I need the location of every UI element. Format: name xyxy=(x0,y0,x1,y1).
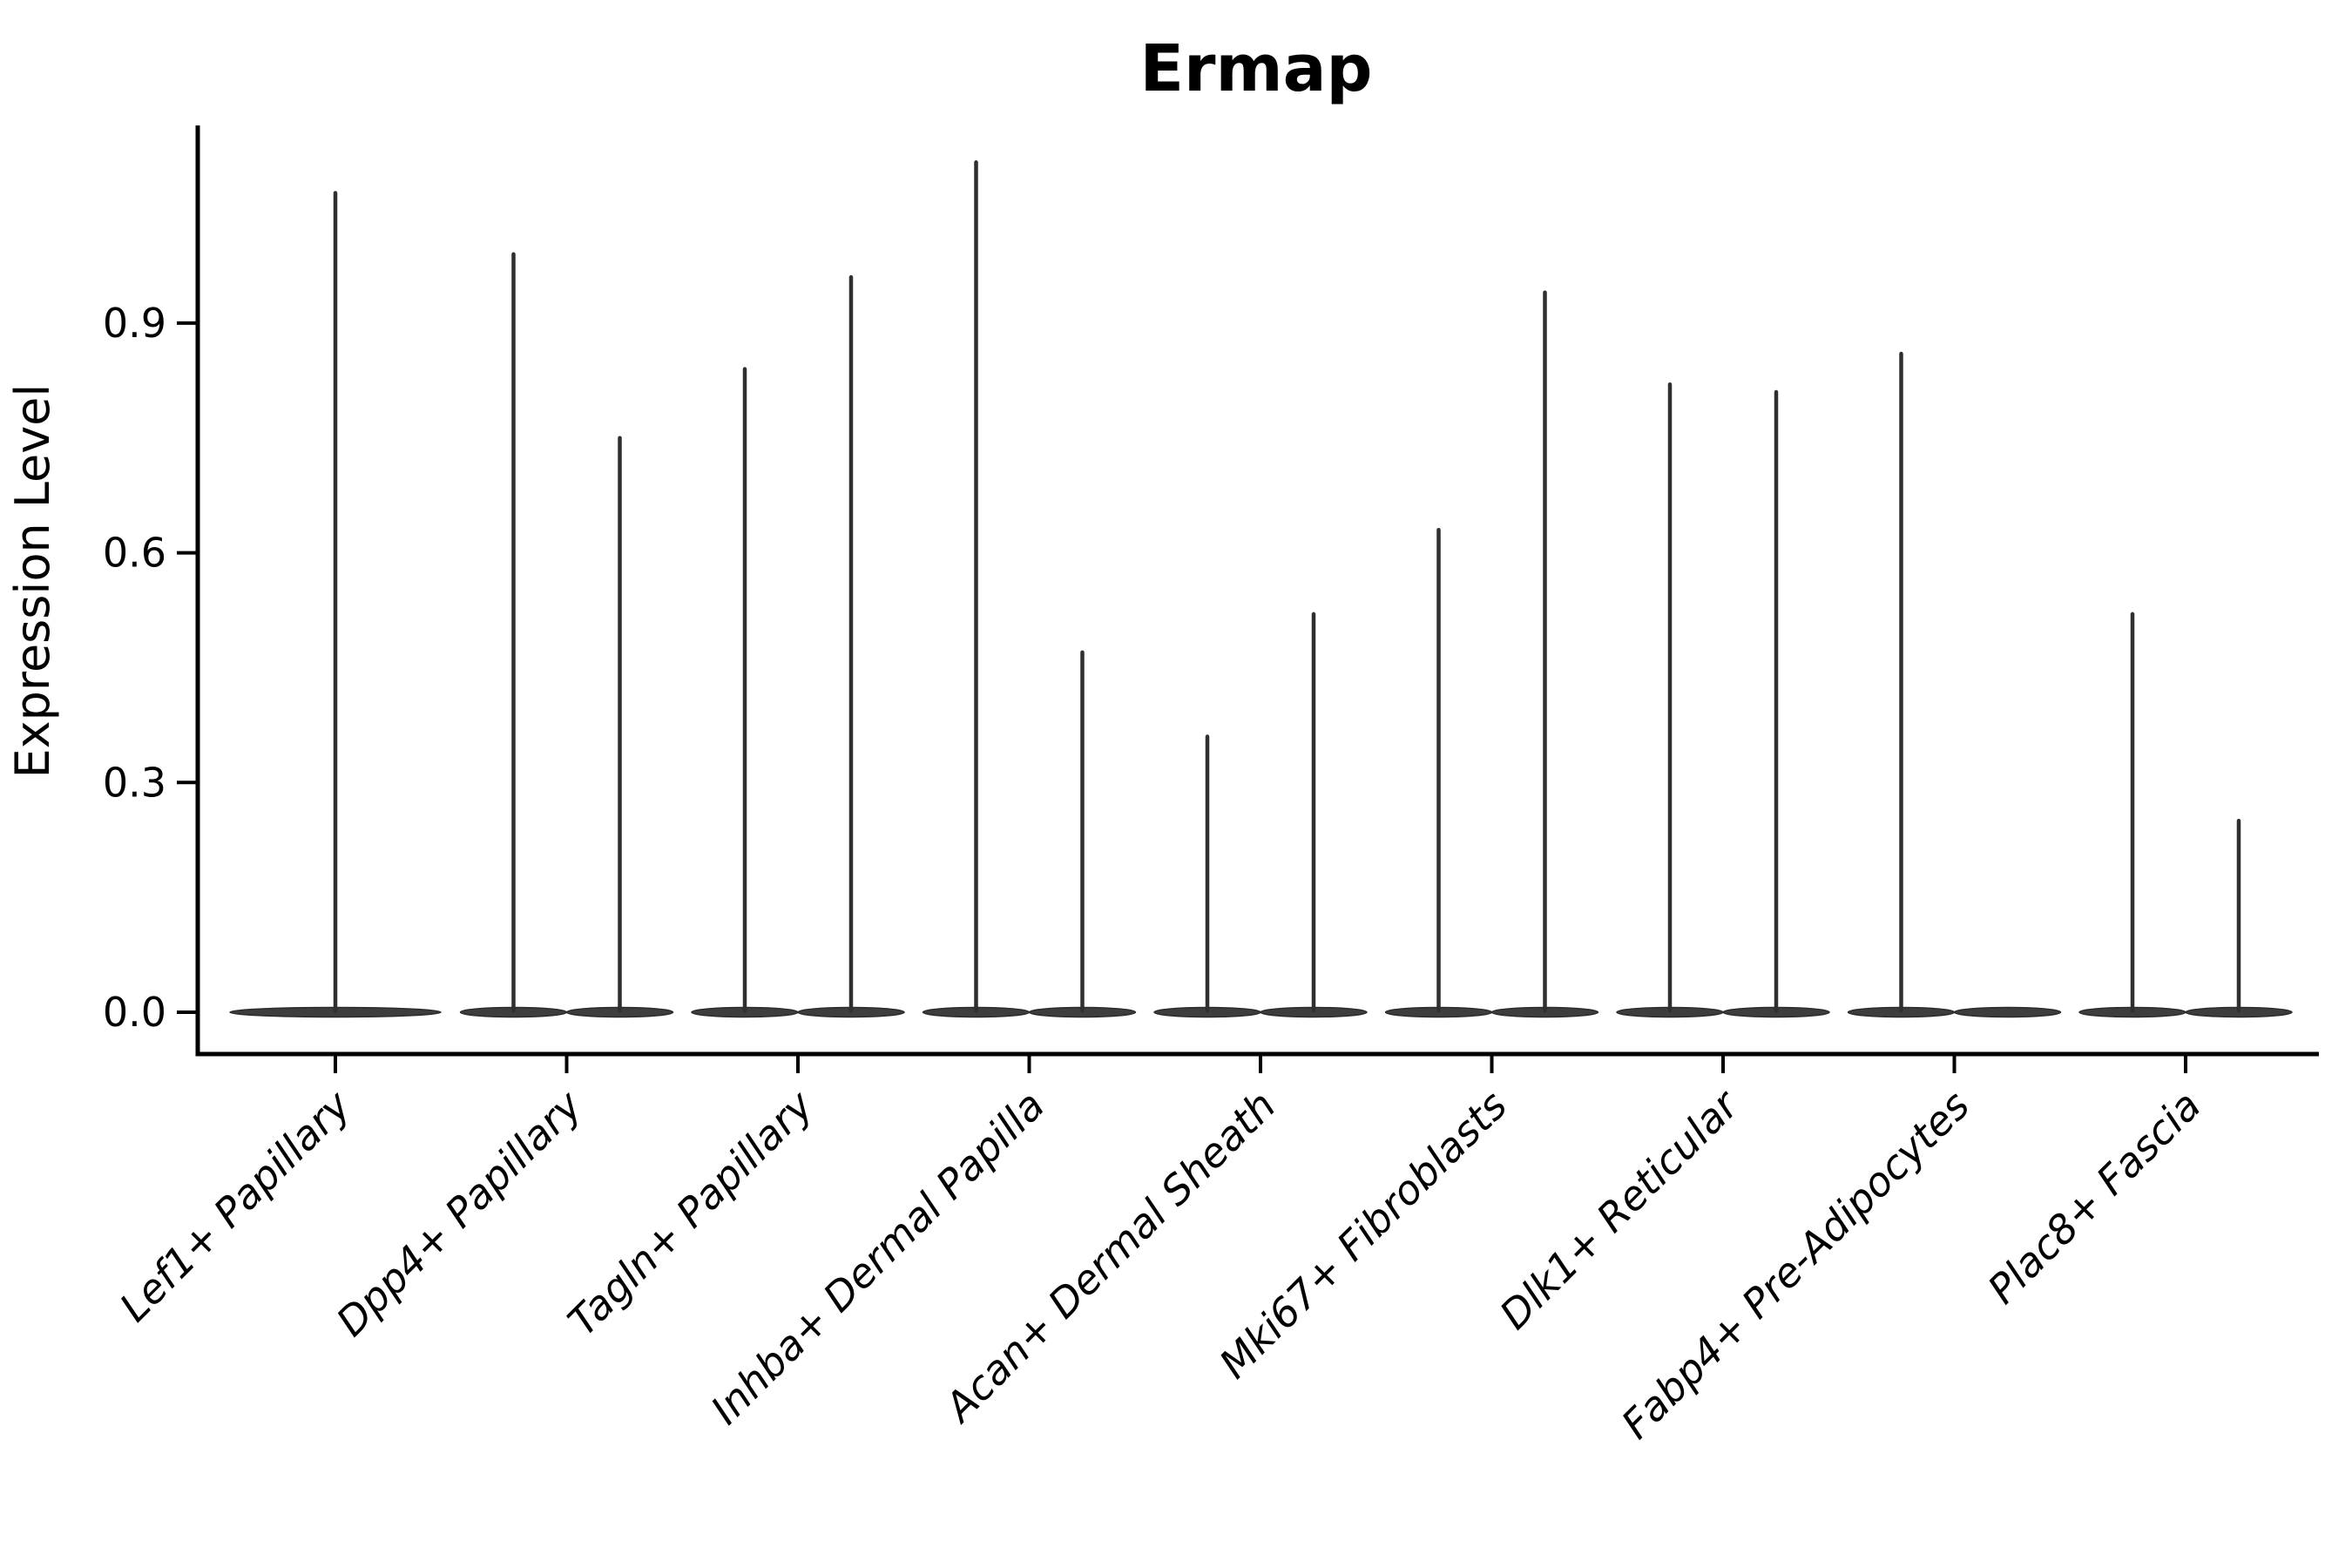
y-tick-label: 0.6 xyxy=(103,530,166,577)
y-tick-label: 0.9 xyxy=(103,300,166,347)
violin-group xyxy=(229,160,2293,1018)
y-tick-label: 0.0 xyxy=(103,989,166,1036)
y-axis-label: Expression Level xyxy=(5,384,60,779)
x-tick-label: Dlk1+ Reticular xyxy=(1490,1079,1749,1338)
y-tick-group: 0.0 0.3 0.6 0.9 xyxy=(103,300,198,1036)
y-tick-label: 0.3 xyxy=(103,759,166,806)
chart-title: Ermap xyxy=(1139,31,1372,106)
violin-base xyxy=(1953,1006,2062,1018)
x-tick-label: Dpp4+ Papillary xyxy=(328,1081,591,1345)
x-tick-label: Tagln+ Papillary xyxy=(558,1081,822,1345)
x-tick-label: Lef1+ Papillary xyxy=(111,1081,360,1330)
x-tick-label: Plac8+ Fascia xyxy=(1978,1082,2209,1313)
